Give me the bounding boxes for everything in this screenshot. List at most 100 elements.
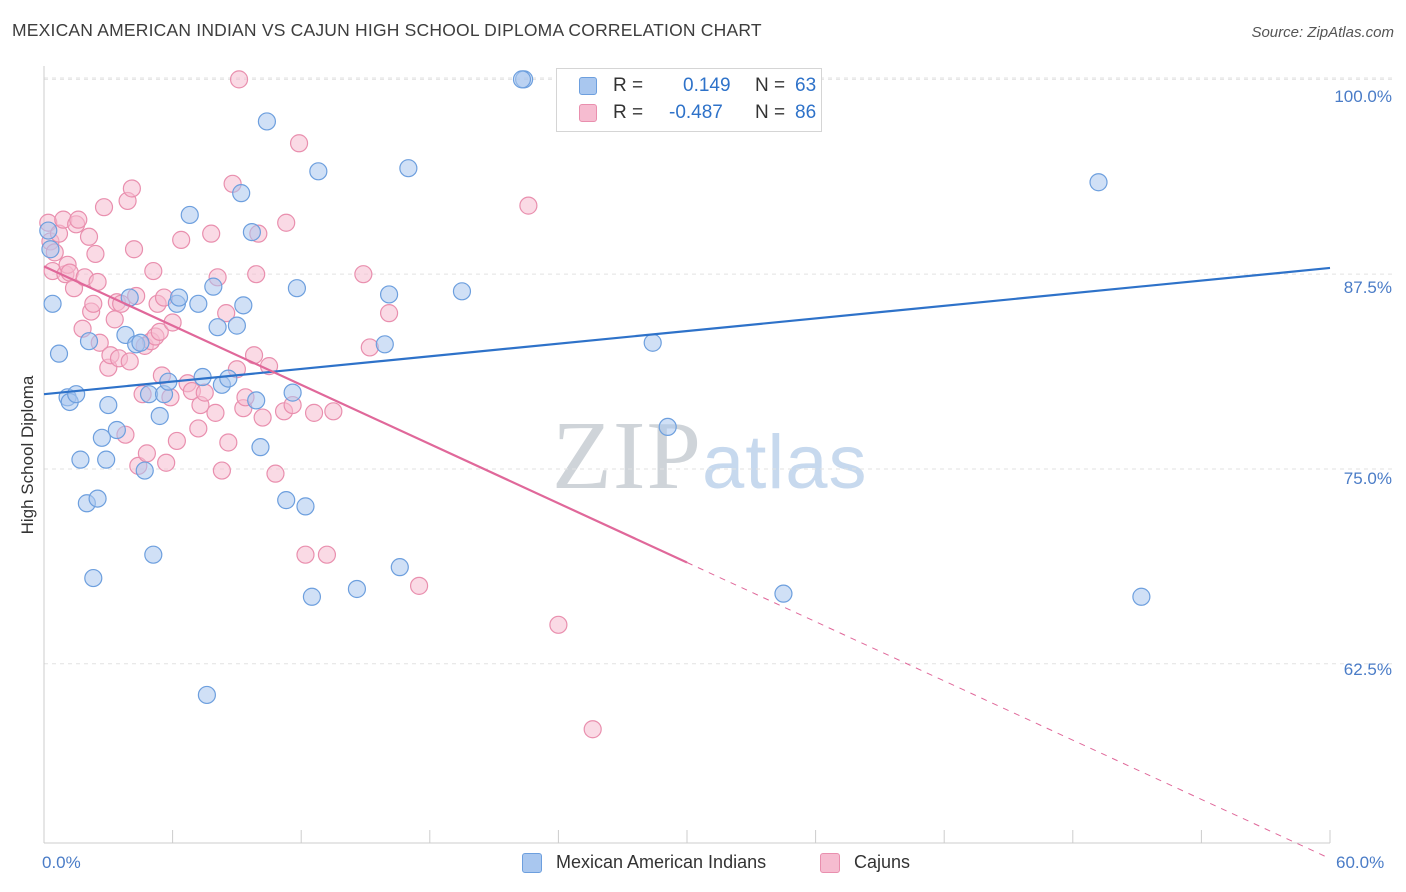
data-point: [242, 223, 262, 242]
legend-r-value: -0.487: [669, 102, 723, 123]
data-point: [84, 568, 103, 588]
data-point: [658, 417, 677, 437]
legend-r-label: R =: [613, 102, 644, 123]
data-point: [97, 450, 116, 469]
data-point: [135, 461, 154, 480]
data-point: [309, 162, 328, 181]
data-point: [137, 444, 156, 463]
pink-trend-line: [43, 265, 688, 564]
data-point: [120, 352, 139, 371]
data-point: [88, 489, 107, 508]
data-point: [253, 408, 272, 427]
pink-trend-extension: [686, 562, 1331, 860]
blue-swatch: [579, 77, 597, 95]
data-point: [360, 338, 379, 357]
data-point: [144, 261, 163, 281]
data-point: [180, 205, 199, 225]
x-tick-label: 0.0%: [42, 853, 81, 872]
blue-swatch: [522, 853, 542, 873]
data-point: [150, 322, 169, 341]
data-point: [219, 433, 238, 452]
data-point: [287, 279, 307, 298]
data-point: [189, 294, 208, 313]
data-point: [399, 159, 418, 178]
data-point: [247, 391, 266, 410]
data-point: [302, 587, 322, 606]
data-point: [124, 240, 144, 259]
data-point: [197, 685, 216, 705]
x-tick-label: 60.0%: [1336, 853, 1385, 872]
data-point: [251, 438, 270, 457]
data-point: [317, 545, 337, 564]
data-point: [84, 294, 103, 313]
y-tick-label: 62.5%: [1343, 660, 1392, 679]
watermark-atlas: atlas: [702, 420, 868, 505]
data-point: [512, 70, 532, 89]
data-point: [144, 545, 163, 564]
data-point: [79, 227, 99, 246]
data-point: [172, 230, 191, 249]
data-point: [229, 70, 249, 89]
data-point: [375, 335, 394, 354]
data-point: [79, 332, 99, 351]
data-point: [94, 198, 114, 217]
legend-n-value: 63: [795, 75, 817, 96]
data-point: [86, 244, 105, 264]
mexican-american-indians-points: [39, 70, 1151, 705]
data-point: [247, 265, 266, 284]
data-point: [354, 265, 373, 284]
data-point: [204, 277, 223, 296]
data-point: [131, 333, 150, 352]
data-point: [277, 491, 296, 510]
data-point: [212, 461, 231, 480]
data-point: [219, 369, 238, 388]
data-point: [379, 285, 399, 304]
legend-r-label: R =: [613, 75, 644, 96]
data-point: [519, 196, 538, 215]
trend-lines: [43, 265, 1331, 860]
data-point: [99, 395, 118, 415]
data-point: [774, 584, 793, 603]
series-label: Cajuns: [854, 852, 911, 872]
gridlines: [44, 77, 1395, 665]
data-point: [379, 304, 399, 323]
data-point: [234, 296, 253, 315]
data-point: [49, 344, 69, 363]
correlation-legend: R = 0.149 N = 63 R = -0.487 N = 86: [556, 68, 822, 132]
data-point: [157, 453, 176, 472]
data-point: [206, 403, 225, 422]
data-point: [189, 419, 208, 438]
data-point: [43, 294, 62, 313]
data-point: [304, 403, 324, 422]
data-point: [208, 318, 227, 337]
pink-swatch: [820, 853, 840, 873]
legend-r-value: 0.149: [683, 75, 731, 96]
data-point: [347, 579, 367, 599]
data-point: [107, 420, 126, 440]
y-tick-label: 100.0%: [1334, 87, 1392, 106]
data-point: [41, 240, 60, 259]
data-point: [122, 179, 141, 198]
source-note: Source: ZipAtlas.com: [1251, 24, 1394, 41]
data-point: [39, 221, 58, 240]
y-tick-label: 87.5%: [1343, 278, 1392, 297]
data-point: [150, 406, 169, 426]
data-point: [105, 310, 124, 329]
data-point: [195, 383, 214, 402]
data-point: [549, 615, 568, 634]
data-point: [266, 464, 285, 483]
data-point: [583, 720, 602, 739]
data-point: [643, 333, 662, 352]
blue-trend-line: [43, 266, 1331, 396]
data-point: [227, 316, 246, 335]
data-point: [67, 385, 86, 404]
data-point: [202, 224, 221, 243]
watermark-zip: ZIP: [552, 402, 702, 510]
series-label: Mexican American Indians: [556, 852, 767, 872]
data-point: [232, 184, 251, 203]
y-tick-label: 75.0%: [1343, 469, 1392, 488]
data-point: [69, 210, 88, 229]
data-point: [1089, 173, 1108, 192]
y-axis-label: High School Diploma: [18, 375, 37, 535]
